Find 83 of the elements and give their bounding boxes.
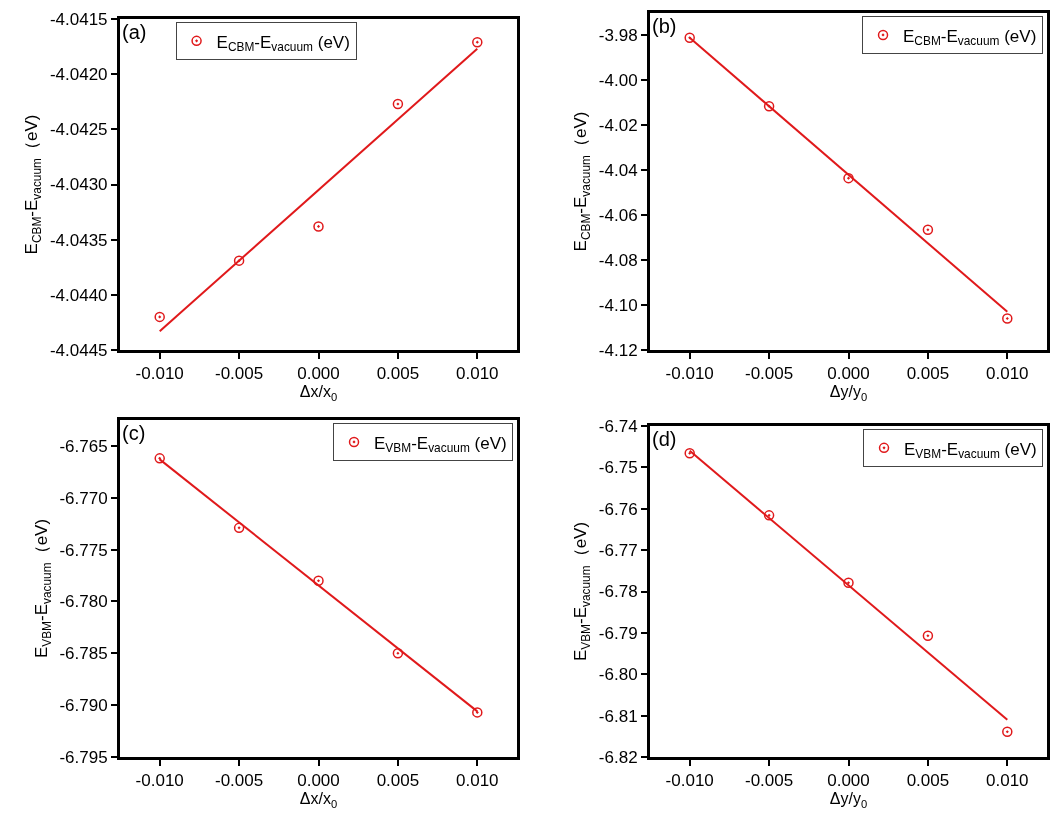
y-tick-label: -6.790 (59, 696, 108, 716)
point (313, 221, 324, 232)
y-tick-label: -6.82 (598, 747, 638, 767)
x-tick-label: 0.000 (297, 771, 340, 791)
annotation: (c) (122, 422, 146, 444)
x-axis-title: Δx/x$_{0}$ (299, 790, 338, 810)
point (922, 630, 934, 642)
x-tick-label: 0.010 (986, 364, 1029, 384)
point (472, 707, 483, 718)
point (1002, 726, 1013, 738)
y-tick-label: -6.79 (598, 623, 638, 643)
y-tick-label: -4.0445 (49, 340, 108, 360)
y-tick-label: -6.775 (59, 540, 108, 560)
y-tick-label: -6.795 (59, 747, 108, 767)
y-tick-label: -4.0420 (49, 65, 108, 85)
point (313, 575, 324, 586)
y-tick-label: -4.0430 (49, 175, 108, 195)
y-tick-label: -6.780 (59, 592, 108, 612)
x-tick-label: 0.010 (456, 771, 499, 791)
x-axis-title: Δy/y$_{0}$ (829, 383, 868, 403)
point (154, 453, 165, 464)
y-tick-label: -6.76 (598, 499, 638, 519)
legend-label: E$_{CBM}$-E$_{vacuum}$ (eV) (903, 26, 1037, 49)
x-tick-label: -0.010 (135, 364, 184, 384)
y-tick-label: -4.0415 (49, 9, 108, 29)
x-tick-label: -0.005 (745, 771, 794, 791)
y-tick-label: -6.75 (598, 458, 638, 478)
y-tick-label: -4.06 (598, 206, 638, 226)
x-tick-label: 0.005 (376, 771, 420, 791)
point (843, 172, 854, 184)
point (154, 311, 165, 323)
x-tick-label: 0.010 (986, 771, 1029, 791)
x-tick-label: -0.005 (215, 364, 264, 384)
y-tick-label: -6.785 (59, 644, 108, 664)
x-tick-label: 0.000 (827, 364, 870, 384)
y-tick-label: -6.770 (59, 488, 108, 508)
annotation: (b) (652, 15, 677, 37)
y-tick-label: -4.0425 (49, 120, 108, 140)
y-tick-label: -4.12 (598, 340, 638, 360)
y-tick-label: -4.08 (598, 251, 638, 271)
x-tick-label: 0.005 (906, 364, 950, 384)
y-tick-label: -6.81 (598, 706, 638, 726)
x-tick-label: 0.000 (827, 771, 870, 791)
point (684, 448, 695, 459)
annotation: (a) (122, 21, 147, 43)
y-tick-label: -6.77 (598, 541, 638, 561)
y-tick-label: -4.0435 (49, 230, 108, 250)
legend-label: E$_{VBM}$-E$_{vacuum}$ (eV) (374, 433, 507, 456)
point (472, 36, 483, 48)
y-tick-label: -3.98 (598, 26, 638, 46)
y-tick-label: -4.00 (598, 71, 638, 91)
point (1002, 313, 1013, 324)
y-tick-label: -6.80 (598, 665, 638, 685)
x-tick-label: -0.010 (135, 771, 184, 791)
point (233, 255, 245, 266)
point (684, 32, 695, 43)
y-tick-label: -4.0440 (49, 285, 108, 305)
legend-label: E$_{VBM}$-E$_{vacuum}$ (eV) (904, 439, 1037, 462)
y-tick-label: -4.02 (598, 116, 638, 136)
point (922, 224, 934, 236)
x-tick-label: 0.000 (297, 364, 340, 384)
point (763, 510, 775, 521)
annotation: (d) (652, 428, 677, 450)
point (233, 522, 245, 534)
point (392, 98, 404, 110)
y-tick-label: -6.78 (598, 582, 638, 602)
legend-label: E$_{CBM}$-E$_{vacuum}$ (eV) (216, 32, 350, 55)
point (843, 577, 854, 589)
y-tick-label: -6.765 (59, 436, 108, 456)
x-axis-title: Δx/x$_{0}$ (299, 383, 338, 403)
y-tick-label: -4.04 (598, 161, 638, 181)
x-tick-label: -0.005 (745, 364, 794, 384)
x-tick-label: 0.010 (456, 364, 499, 384)
y-tick-label: -4.10 (598, 296, 638, 316)
x-axis-title: Δy/y$_{0}$ (829, 790, 868, 810)
x-tick-label: -0.010 (665, 771, 714, 791)
point (392, 648, 404, 659)
x-tick-label: -0.010 (665, 364, 714, 384)
x-tick-label: -0.005 (215, 771, 264, 791)
y-tick-label: -6.74 (598, 416, 638, 436)
x-tick-label: 0.005 (376, 364, 420, 384)
point (763, 100, 775, 112)
x-tick-label: 0.005 (906, 771, 950, 791)
